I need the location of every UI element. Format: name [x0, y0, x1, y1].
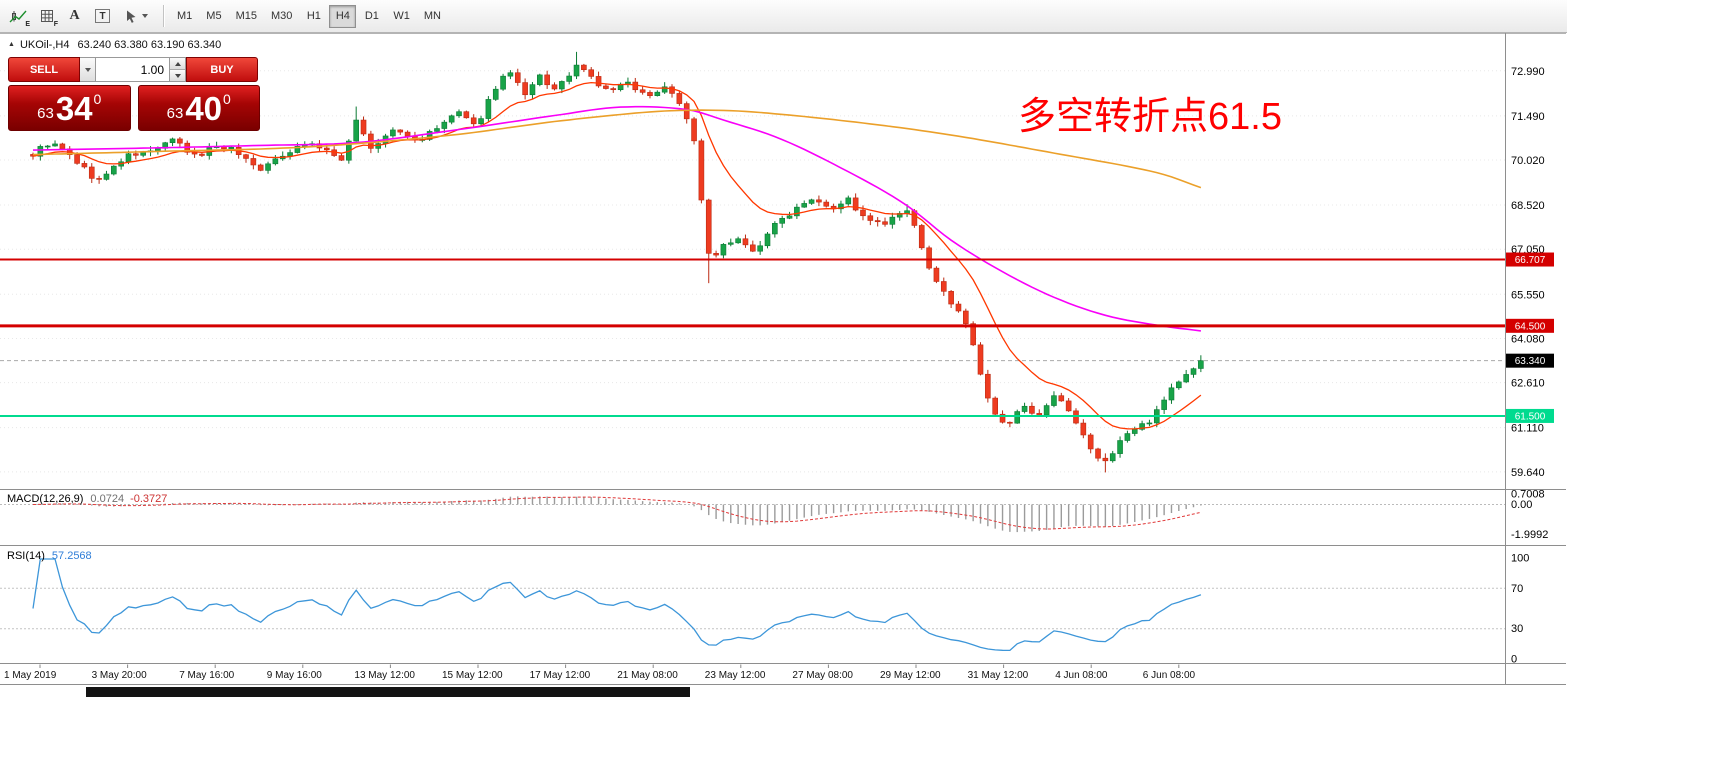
chevron-down-icon — [142, 14, 148, 18]
svg-text:4 Jun 08:00: 4 Jun 08:00 — [1055, 670, 1108, 681]
svg-text:72.990: 72.990 — [1511, 66, 1545, 78]
svg-text:65.550: 65.550 — [1511, 289, 1545, 301]
svg-text:59.640: 59.640 — [1511, 467, 1545, 479]
toolbar-separator — [163, 5, 164, 27]
svg-text:100: 100 — [1511, 553, 1529, 565]
volume-stepper — [170, 57, 186, 82]
volume-up-button[interactable] — [170, 58, 185, 70]
triangle-up-icon — [174, 61, 181, 66]
crosshair-cursor-icon — [127, 10, 136, 23]
macd-name: MACD(12,26,9) — [7, 493, 84, 505]
svg-text:61.110: 61.110 — [1511, 423, 1544, 435]
toolbar: E F A T M1 M5 M15 M30 H1 H4 D1 W1 MN — [0, 0, 1567, 33]
svg-text:3 May 20:00: 3 May 20:00 — [92, 670, 147, 681]
svg-text:66.707: 66.707 — [1515, 255, 1546, 266]
chevron-down-icon — [84, 67, 91, 72]
svg-text:0.00: 0.00 — [1511, 499, 1532, 511]
svg-text:21 May 08:00: 21 May 08:00 — [617, 670, 678, 681]
symbol-info-bar: ▲ UKOil-,H4 63.240 63.380 63.190 63.340 — [8, 39, 221, 51]
svg-text:23 May 12:00: 23 May 12:00 — [705, 670, 766, 681]
buy-price-big: 40 — [185, 89, 223, 127]
buy-price-small: 63 — [166, 104, 184, 122]
timeframe-w1-button[interactable]: W1 — [387, 5, 416, 28]
symbol-title: UKOil-,H4 — [19, 39, 70, 51]
svg-text:13 May 12:00: 13 May 12:00 — [354, 670, 415, 681]
chart-annotation: 多空转折点61.5 — [1018, 96, 1282, 138]
svg-text:1 May 2019: 1 May 2019 — [4, 670, 57, 681]
svg-text:27 May 08:00: 27 May 08:00 — [792, 670, 853, 681]
svg-text:64.500: 64.500 — [1515, 321, 1546, 332]
svg-text:17 May 12:00: 17 May 12:00 — [530, 670, 591, 681]
volume-field-wrap — [96, 57, 170, 82]
timeframe-mn-button[interactable]: MN — [418, 5, 447, 28]
taskbar-fragment — [86, 687, 690, 697]
timeframe-h4-button[interactable]: H4 — [329, 4, 357, 28]
svg-text:63.340: 63.340 — [1515, 356, 1546, 367]
volume-input[interactable] — [96, 58, 169, 81]
rsi-value: 57.2568 — [51, 550, 92, 562]
triangle-down-icon — [174, 73, 181, 78]
timeframe-h1-button[interactable]: H1 — [300, 5, 327, 28]
svg-text:70: 70 — [1511, 583, 1523, 595]
svg-text:30: 30 — [1511, 623, 1523, 635]
sell-price-sup: 0 — [93, 91, 102, 107]
chart-area[interactable]: 72.99071.49070.02068.52067.05065.55064.0… — [0, 33, 1567, 699]
macd-main-value: 0.0724 — [90, 493, 125, 505]
macd-indicator-label: MACD(12,26,9) 0.0724 -0.3727 — [7, 493, 167, 505]
text-label-button[interactable]: T — [89, 4, 116, 29]
svg-text:61.500: 61.500 — [1515, 411, 1546, 422]
grid-sub-label: F — [53, 20, 58, 28]
mt4-window: E F A T M1 M5 M15 M30 H1 H4 D1 W1 MN — [0, 0, 1567, 699]
svg-text:70.020: 70.020 — [1511, 155, 1545, 167]
svg-text:15 May 12:00: 15 May 12:00 — [442, 670, 503, 681]
svg-text:0: 0 — [1511, 654, 1517, 666]
volume-down-button[interactable] — [170, 70, 185, 81]
svg-text:6 Jun 08:00: 6 Jun 08:00 — [1143, 670, 1196, 681]
timeframe-d1-button[interactable]: D1 — [358, 5, 385, 28]
text-box-icon: T — [95, 9, 110, 23]
sell-price-big: 34 — [55, 89, 93, 127]
svg-text:29 May 12:00: 29 May 12:00 — [880, 670, 941, 681]
indicators-icon — [9, 10, 27, 22]
font-a-icon: A — [69, 8, 80, 23]
collapse-arrow-icon[interactable]: ▲ — [8, 41, 15, 48]
grid-icon — [40, 10, 53, 22]
volume-dropdown-button[interactable] — [80, 57, 96, 82]
font-tool-button[interactable]: A — [61, 4, 88, 29]
svg-text:9 May 16:00: 9 May 16:00 — [267, 670, 322, 681]
buy-price-sup: 0 — [223, 91, 231, 107]
macd-signal-value: -0.3727 — [130, 493, 168, 505]
buy-price-display[interactable]: 63 40 0 — [137, 85, 260, 131]
crosshair-tool-button[interactable] — [117, 4, 155, 29]
timeframe-m30-button[interactable]: M30 — [265, 5, 298, 28]
rsi-indicator-label: RSI(14) 57.2568 — [7, 550, 92, 562]
timeframe-m1-button[interactable]: M1 — [171, 5, 198, 28]
symbol-ohlc-values: 63.240 63.380 63.190 63.340 — [77, 39, 222, 51]
svg-text:62.610: 62.610 — [1511, 378, 1545, 390]
svg-text:64.080: 64.080 — [1511, 333, 1545, 345]
svg-text:7 May 16:00: 7 May 16:00 — [179, 670, 234, 681]
timeframe-m5-button[interactable]: M5 — [200, 5, 227, 28]
grid-button[interactable]: F — [33, 4, 60, 29]
rsi-name: RSI(14) — [7, 550, 45, 562]
sell-price-small: 63 — [37, 104, 54, 122]
sell-price-display[interactable]: 63 34 0 — [8, 85, 131, 131]
sell-button[interactable]: SELL — [8, 57, 80, 82]
indicators-button[interactable]: E — [5, 4, 32, 29]
svg-text:31 May 12:00: 31 May 12:00 — [968, 670, 1029, 681]
indicators-sub-label: E — [25, 20, 30, 28]
timeframe-m15-button[interactable]: M15 — [230, 5, 263, 28]
svg-text:0.7008: 0.7008 — [1511, 488, 1545, 500]
buy-button[interactable]: BUY — [186, 57, 258, 82]
svg-text:71.490: 71.490 — [1511, 111, 1545, 123]
svg-text:-1.9992: -1.9992 — [1511, 529, 1548, 541]
svg-text:68.520: 68.520 — [1511, 200, 1545, 212]
